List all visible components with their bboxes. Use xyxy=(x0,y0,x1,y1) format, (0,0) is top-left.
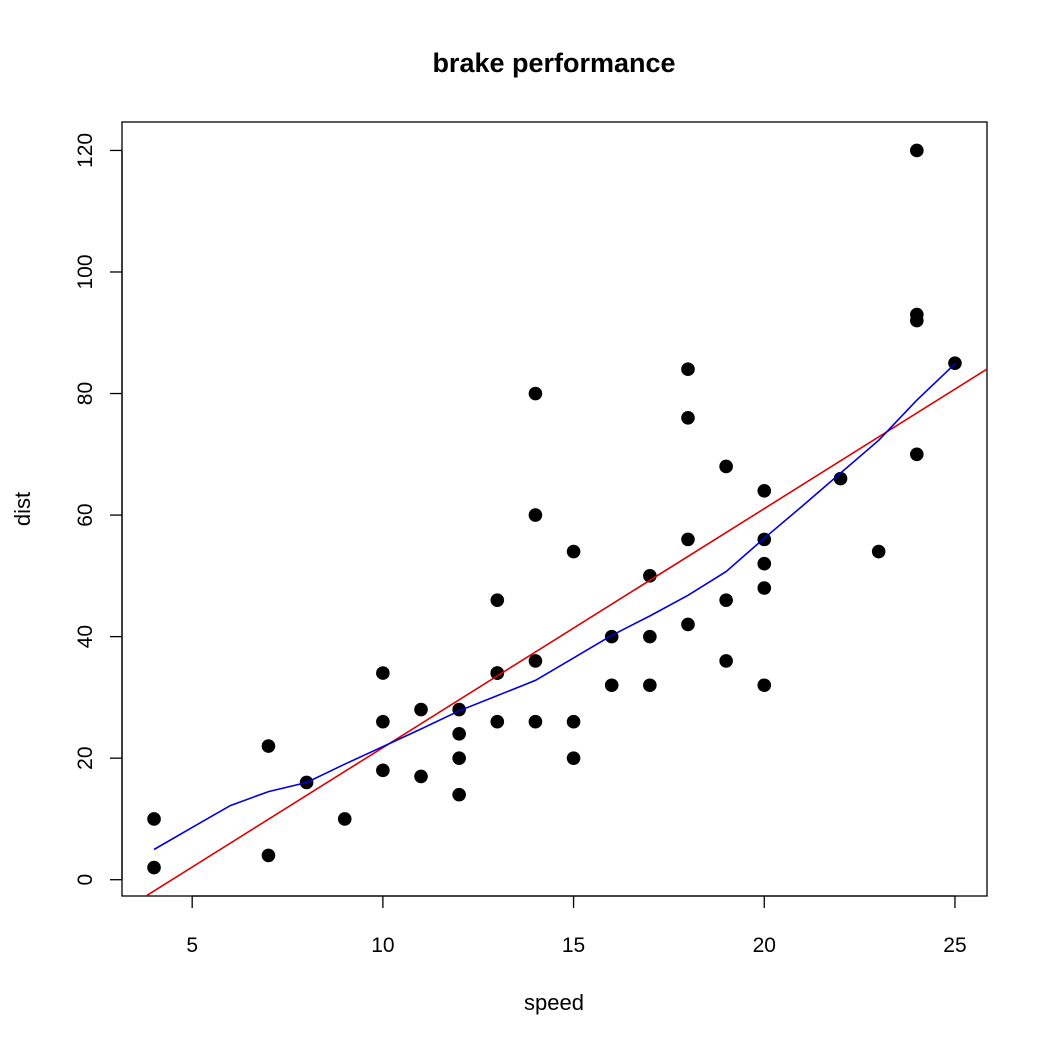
data-point xyxy=(719,593,733,607)
plot-frame xyxy=(121,121,988,897)
y-axis: 0 20 40 60 80 100 120 xyxy=(74,133,123,886)
y-tick-label: 100 xyxy=(74,254,97,289)
data-point xyxy=(910,307,924,322)
data-point xyxy=(871,544,886,559)
data-point xyxy=(566,544,581,559)
data-point xyxy=(643,569,657,583)
data-point xyxy=(452,727,466,741)
y-tick-label: 60 xyxy=(74,503,97,526)
y-tick-label: 120 xyxy=(74,133,97,168)
data-point xyxy=(414,702,428,717)
data-point xyxy=(566,714,581,729)
data-point xyxy=(376,714,390,729)
data-point xyxy=(376,763,390,778)
data-point xyxy=(681,362,695,377)
data-point xyxy=(681,617,695,632)
data-point xyxy=(757,678,772,693)
data-point xyxy=(376,666,390,680)
data-point xyxy=(414,769,428,784)
data-point xyxy=(261,739,276,753)
data-point xyxy=(604,678,619,693)
data-point xyxy=(147,812,161,826)
y-tick-label: 20 xyxy=(74,746,97,769)
data-point xyxy=(681,411,695,425)
data-point xyxy=(757,556,772,571)
y-tick-label: 40 xyxy=(74,625,97,648)
data-point xyxy=(528,654,543,668)
data-point xyxy=(147,860,161,875)
y-axis-label: dist xyxy=(10,492,35,526)
data-point xyxy=(757,581,772,595)
x-tick-label: 10 xyxy=(371,934,394,957)
data-point xyxy=(528,714,543,729)
smooth-line xyxy=(153,363,956,851)
data-point xyxy=(337,812,352,826)
data-point xyxy=(719,654,733,668)
data-point xyxy=(490,593,505,607)
data-point xyxy=(604,629,619,644)
x-axis-label: speed xyxy=(524,990,584,1015)
x-tick-label: 15 xyxy=(562,934,585,957)
data-point xyxy=(490,714,505,729)
data-point xyxy=(490,666,505,680)
x-tick-label: 5 xyxy=(186,934,198,957)
data-point xyxy=(643,678,657,693)
data-point xyxy=(910,143,924,158)
data-point xyxy=(261,848,276,863)
plot-area xyxy=(144,143,987,896)
data-point xyxy=(528,508,543,522)
data-point xyxy=(910,447,924,462)
x-tick-label: 20 xyxy=(753,934,776,957)
data-point xyxy=(528,386,543,401)
data-point xyxy=(681,532,695,547)
data-point xyxy=(643,629,657,644)
y-tick-label: 80 xyxy=(74,382,97,405)
data-point xyxy=(452,787,466,802)
data-point xyxy=(757,483,772,498)
data-point xyxy=(452,751,466,765)
regression-line xyxy=(144,368,987,896)
data-point xyxy=(566,751,581,765)
y-tick-label: 0 xyxy=(74,874,97,886)
chart-title: brake performance xyxy=(432,48,675,78)
x-tick-label: 25 xyxy=(943,934,966,957)
x-axis: 5 10 15 20 25 xyxy=(186,895,967,957)
data-point xyxy=(719,459,733,474)
